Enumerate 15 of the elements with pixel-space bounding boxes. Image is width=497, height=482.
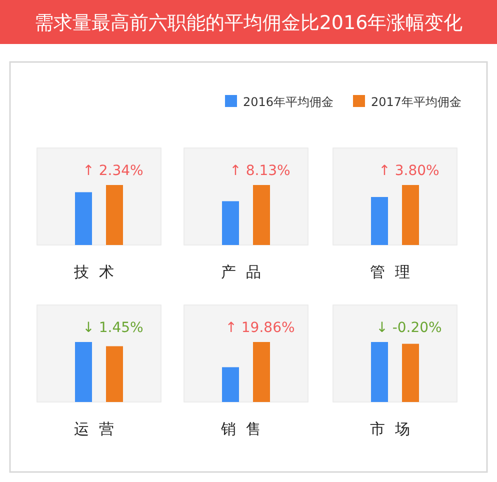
x-tick-label: 运营 — [74, 420, 124, 438]
legend-label: 2017年平均佣金 — [371, 95, 462, 109]
text: 需求量最高前六职能的平均佣金比2016年涨幅变化 — [34, 12, 463, 34]
legend-label: 2016年平均佣金 — [243, 95, 334, 109]
x-tick-label: 产品 — [221, 263, 271, 281]
text: ↑ 8.13% — [230, 163, 290, 179]
x-tick-label: 技术 — [73, 263, 124, 281]
text: ↓ -0.20% — [376, 320, 442, 336]
text: ↑ 2.34% — [82, 163, 144, 179]
text: ↑ 3.80% — [378, 163, 440, 179]
text: ↑ 19.86% — [225, 320, 295, 336]
x-tick-label: 销售 — [220, 420, 271, 438]
x-tick-label: 管理 — [370, 263, 420, 281]
text: ↓ 1.45% — [82, 320, 144, 336]
x-tick-label: 市场 — [370, 420, 420, 438]
